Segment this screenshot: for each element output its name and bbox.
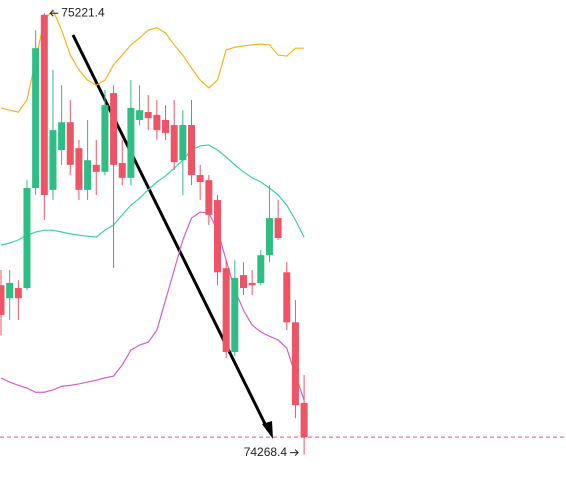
candle-body — [110, 93, 118, 165]
candle-body — [118, 163, 126, 178]
candle-body — [300, 402, 308, 438]
candle-body — [0, 285, 5, 315]
candle-body — [153, 114, 161, 131]
candle-body — [40, 14, 48, 195]
candle-body — [23, 188, 31, 289]
candle-body — [239, 275, 247, 289]
candle-body — [283, 272, 291, 323]
candle-body — [127, 107, 135, 178]
candle-body — [84, 160, 92, 190]
candle-body — [291, 322, 299, 406]
candle-body — [14, 288, 22, 299]
candle-body — [6, 282, 14, 299]
max-label: 75221.4 — [61, 5, 105, 19]
candle-body — [92, 164, 100, 172]
candle-body — [170, 125, 178, 163]
band-line — [0, 211, 305, 401]
candle-body — [179, 125, 187, 161]
candle-body — [196, 175, 204, 183]
candle-body — [265, 218, 273, 256]
candle-body — [231, 277, 239, 352]
candle-body — [188, 125, 196, 176]
candle-body — [144, 112, 152, 119]
candle-body — [101, 105, 109, 172]
candle-body — [222, 268, 230, 352]
min-label: 74268.4 — [244, 445, 288, 459]
candle-body — [136, 110, 144, 120]
band-line — [0, 144, 305, 246]
candle-body — [66, 122, 74, 165]
trend-arrow-head — [262, 421, 273, 439]
candle-body — [49, 130, 57, 190]
candle-body — [214, 200, 221, 273]
max-arrow — [49, 9, 59, 17]
trend-arrow-line — [71, 34, 270, 431]
candle-body — [257, 255, 265, 283]
candle-body — [274, 218, 282, 239]
candle-body — [248, 282, 256, 286]
candle-body — [162, 119, 170, 133]
candle-body — [32, 48, 40, 189]
candle-body — [205, 180, 213, 215]
min-arrow — [290, 449, 299, 456]
candle-body — [58, 122, 66, 151]
candle-body — [75, 148, 83, 190]
